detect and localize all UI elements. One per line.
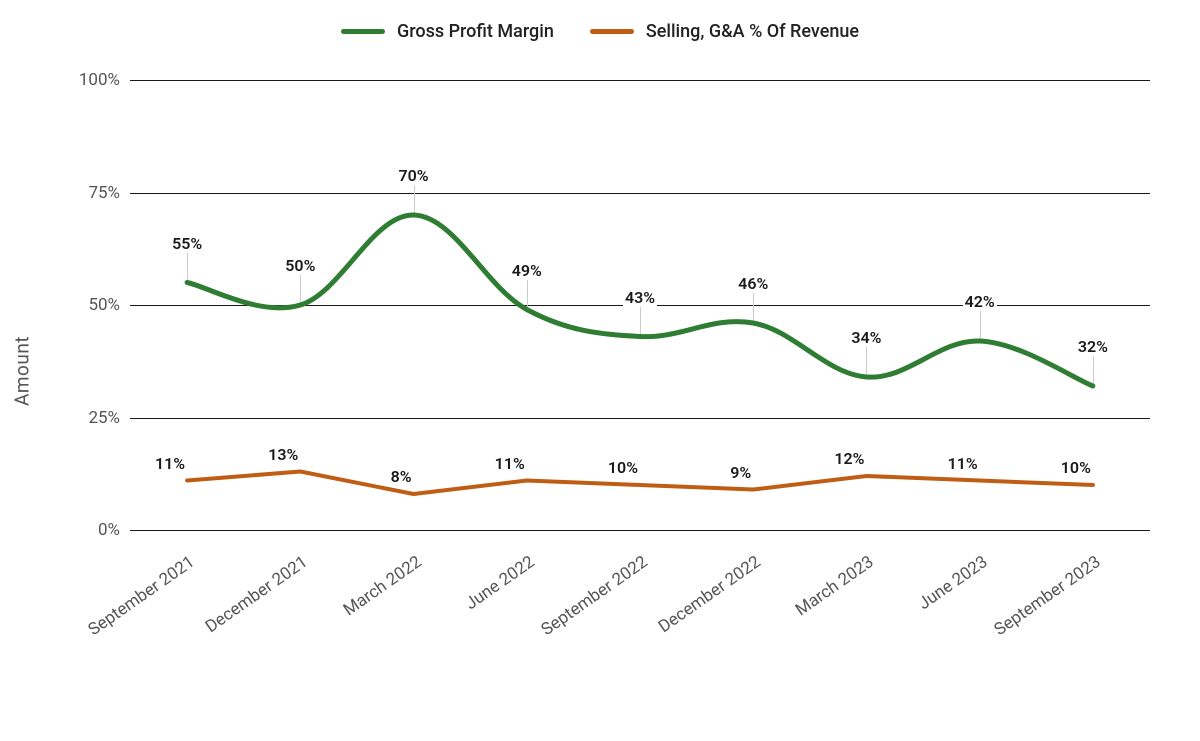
- line-chart: Gross Profit Margin Selling, G&A % Of Rev…: [0, 0, 1200, 741]
- data-label-gross_profit_margin: 34%: [849, 328, 883, 347]
- data-label-gross_profit_margin: 46%: [736, 274, 770, 293]
- data-label-gross_profit_margin: 50%: [283, 256, 317, 275]
- y-tick-label: 25%: [88, 408, 120, 428]
- data-label-gross_profit_margin: 49%: [510, 261, 544, 280]
- chart-legend: Gross Profit Margin Selling, G&A % Of Rev…: [0, 18, 1200, 42]
- y-tick-label: 50%: [88, 295, 120, 315]
- data-label-gross_profit_margin: 42%: [963, 292, 997, 311]
- data-label-sga_pct_revenue: 8%: [389, 467, 414, 486]
- data-label-gross_profit_margin: 43%: [623, 288, 657, 307]
- x-tick-label: March 2022: [340, 552, 426, 620]
- data-label-gross_profit_margin: 55%: [170, 234, 204, 253]
- data-label-sga_pct_revenue: 9%: [728, 463, 753, 482]
- legend-item-gross_profit_margin: Gross Profit Margin: [341, 21, 554, 42]
- x-tick-label: December 2021: [202, 552, 312, 637]
- y-tick-label: 100%: [79, 70, 120, 90]
- legend-item-sga_pct_revenue: Selling, G&A % Of Revenue: [590, 21, 859, 42]
- data-label-sga_pct_revenue: 12%: [832, 449, 866, 468]
- y-tick-label: 0%: [98, 520, 120, 540]
- data-label-sga_pct_revenue: 10%: [606, 458, 640, 477]
- data-label-gross_profit_margin: 32%: [1076, 337, 1110, 356]
- data-label-sga_pct_revenue: 11%: [946, 454, 980, 473]
- x-tick-label: December 2022: [655, 552, 765, 637]
- plot-area: 0%25%50%75%100%September 2021December 20…: [130, 80, 1150, 530]
- legend-label: Gross Profit Margin: [397, 21, 554, 42]
- data-label-sga_pct_revenue: 11%: [153, 454, 187, 473]
- data-label-sga_pct_revenue: 10%: [1059, 458, 1093, 477]
- x-tick-label: September 2022: [538, 552, 652, 640]
- legend-swatch: [341, 29, 385, 34]
- gridline: [130, 530, 1150, 531]
- x-tick-label: September 2021: [85, 552, 199, 640]
- data-label-gross_profit_margin: 70%: [397, 166, 431, 185]
- y-tick-label: 75%: [88, 183, 120, 203]
- x-tick-label: September 2023: [991, 552, 1105, 640]
- legend-label: Selling, G&A % Of Revenue: [646, 21, 859, 42]
- x-tick-label: March 2023: [792, 552, 878, 620]
- x-tick-label: June 2023: [914, 552, 991, 614]
- data-label-sga_pct_revenue: 13%: [266, 445, 300, 464]
- y-axis-title: Amount: [11, 335, 34, 405]
- data-label-sga_pct_revenue: 11%: [493, 454, 527, 473]
- legend-swatch: [590, 29, 634, 34]
- series-line-sga_pct_revenue: [187, 472, 1093, 495]
- x-tick-label: June 2022: [462, 552, 539, 614]
